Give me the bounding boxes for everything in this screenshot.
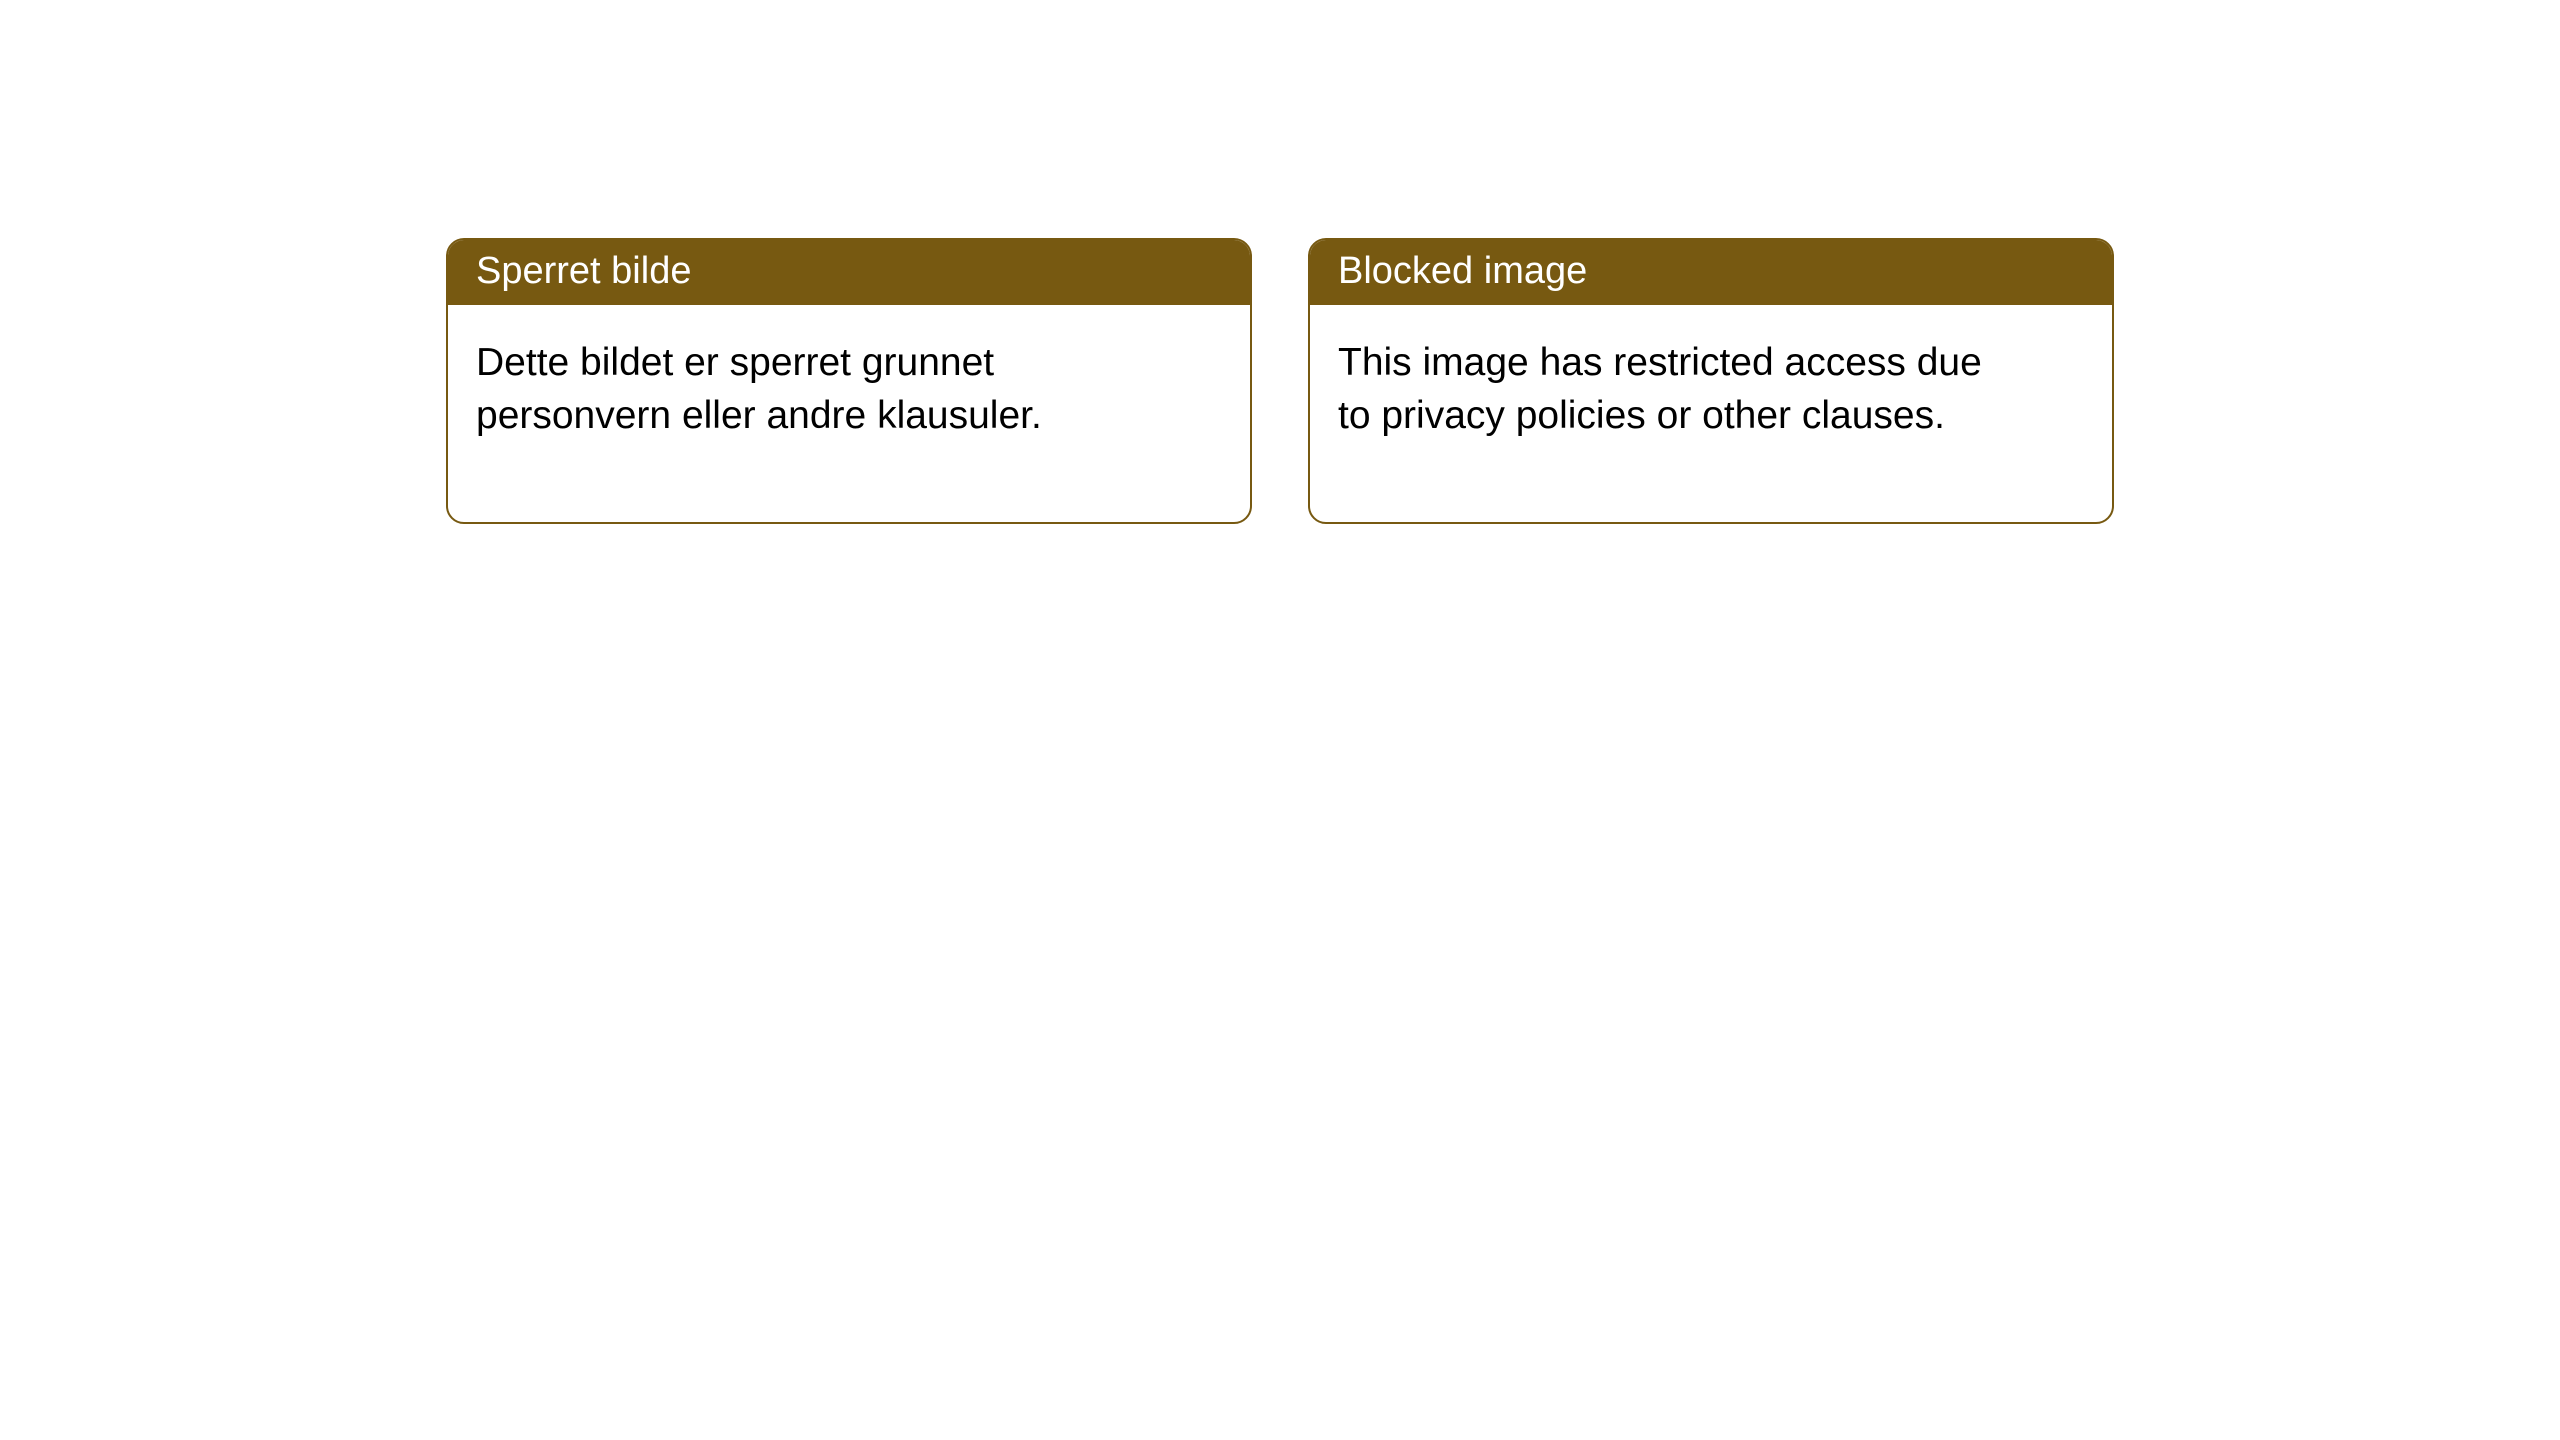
notice-body-norwegian: Dette bildet er sperret grunnet personve… <box>448 305 1168 522</box>
notice-title-norwegian: Sperret bilde <box>448 240 1250 305</box>
notice-body-english: This image has restricted access due to … <box>1310 305 2030 522</box>
notice-card-norwegian: Sperret bilde Dette bildet er sperret gr… <box>446 238 1252 524</box>
notice-title-english: Blocked image <box>1310 240 2112 305</box>
notice-card-english: Blocked image This image has restricted … <box>1308 238 2114 524</box>
notice-container: Sperret bilde Dette bildet er sperret gr… <box>0 0 2560 524</box>
